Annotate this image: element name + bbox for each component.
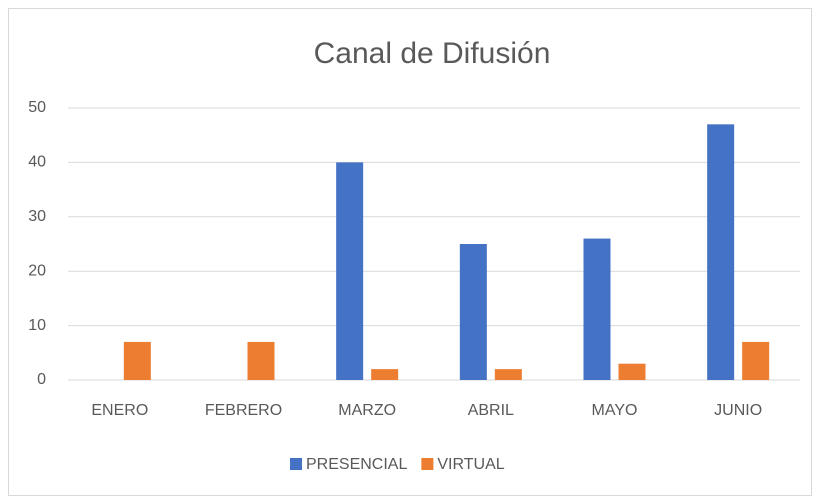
x-tick-label: MAYO [592, 402, 638, 419]
bar [459, 244, 487, 380]
y-tick-label: 40 [28, 154, 46, 171]
x-tick-label: MARZO [338, 402, 396, 419]
legend-label: VIRTUAL [437, 456, 504, 473]
chart-title: Canal de Difusión [314, 37, 551, 70]
x-tick-label: ABRIL [468, 402, 514, 419]
bar [494, 369, 522, 380]
y-tick-label: 50 [28, 99, 46, 116]
legend-label: PRESENCIAL [306, 456, 407, 473]
bar [618, 363, 646, 380]
x-tick-label: FEBRERO [205, 402, 282, 419]
y-tick-label: 0 [37, 371, 46, 388]
x-tick-label: ENERO [91, 402, 148, 419]
chart-border [8, 8, 812, 496]
x-tick-label: JUNIO [714, 402, 762, 419]
y-tick-label: 20 [28, 262, 46, 279]
bar [371, 369, 399, 380]
bar [336, 162, 364, 380]
legend-swatch [421, 458, 434, 470]
legend-swatch [290, 458, 302, 470]
y-tick-label: 10 [28, 317, 46, 334]
bar [742, 341, 770, 380]
bar [583, 238, 611, 380]
y-tick-label: 30 [28, 208, 46, 225]
bar [123, 341, 151, 380]
bar [247, 341, 275, 380]
bar [707, 124, 735, 380]
